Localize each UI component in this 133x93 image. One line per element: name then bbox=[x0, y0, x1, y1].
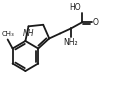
Text: CH₃: CH₃ bbox=[1, 31, 14, 36]
Text: NH₂: NH₂ bbox=[64, 39, 78, 47]
Text: O: O bbox=[93, 18, 99, 27]
Text: NH: NH bbox=[23, 29, 34, 38]
Text: HO: HO bbox=[69, 3, 81, 12]
